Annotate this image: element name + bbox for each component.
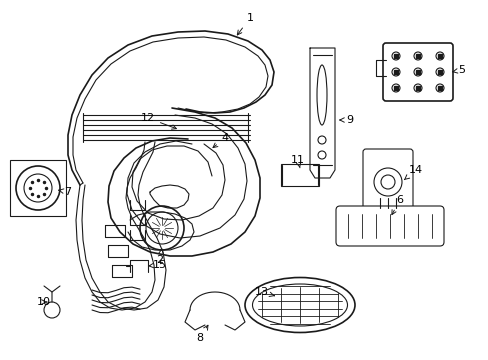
Text: 10: 10 [37,297,51,307]
Bar [10,160,66,216]
Text: 9: 9 [339,115,353,125]
Text: 14: 14 [404,165,422,180]
Text: 15: 15 [149,260,167,270]
FancyBboxPatch shape [335,206,443,246]
Text: 1: 1 [237,13,253,35]
FancyBboxPatch shape [362,149,412,215]
Text: 13: 13 [254,287,274,297]
Text: 5: 5 [452,65,465,75]
Text: 11: 11 [290,155,305,168]
Text: 8: 8 [196,325,207,343]
Text: 12: 12 [141,113,176,129]
FancyBboxPatch shape [281,164,318,186]
Text: 6: 6 [391,195,403,215]
FancyBboxPatch shape [382,43,452,101]
Text: 2: 2 [156,249,163,265]
Text: 4: 4 [213,133,228,148]
Text: 7: 7 [59,187,71,197]
